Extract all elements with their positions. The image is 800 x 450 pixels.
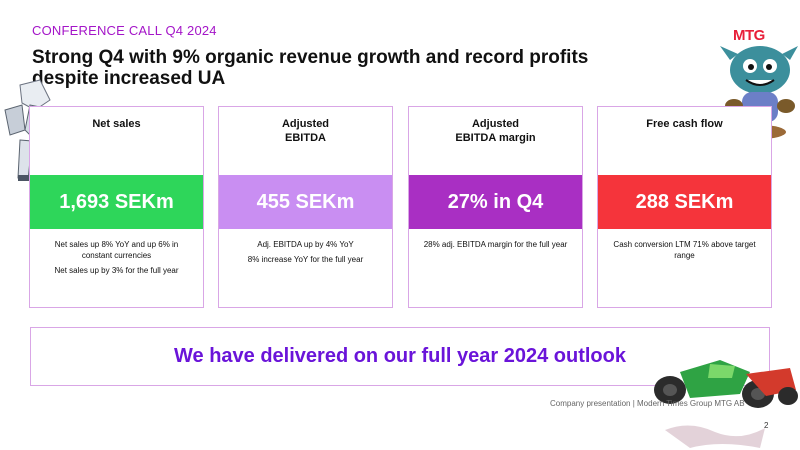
footer-text: Company presentation | Modern Times Grou… bbox=[550, 399, 745, 408]
kpi-note: Adj. EBITDA up by 4% YoY bbox=[257, 240, 354, 249]
splash-decoration bbox=[665, 425, 765, 448]
outlook-banner: We have delivered on our full year 2024 … bbox=[30, 327, 770, 386]
kpi-note: 8% increase YoY for the full year bbox=[247, 255, 364, 264]
eyebrow-title: CONFERENCE CALL Q4 2024 bbox=[32, 23, 217, 38]
outlook-text: We have delivered on our full year 2024 … bbox=[174, 345, 626, 367]
kpi-notes: Adj. EBITDA up by 4% YoY 8% increase YoY… bbox=[229, 239, 382, 269]
kpi-card-title: Free cash flow bbox=[646, 118, 723, 130]
kpi-card-net-sales: Net sales 1,693 SEKm Net sales up 8% YoY… bbox=[29, 106, 204, 308]
page-title: Strong Q4 with 9% organic revenue growth… bbox=[32, 47, 589, 89]
kpi-notes: 28% adj. EBITDA margin for the full year bbox=[419, 239, 572, 254]
kpi-value: 455 SEKm bbox=[219, 175, 392, 229]
kpi-value: 27% in Q4 bbox=[409, 175, 582, 229]
mtg-logo: MTG bbox=[733, 27, 765, 44]
kpi-notes: Cash conversion LTM 71% above target ran… bbox=[608, 239, 761, 265]
kpi-card-adjusted-ebitda-margin: Adjusted EBITDA margin 27% in Q4 28% adj… bbox=[408, 106, 583, 308]
kpi-value: 288 SEKm bbox=[598, 175, 771, 229]
kpi-card-title: Adjusted EBITDA bbox=[281, 118, 330, 144]
kpi-card-free-cash-flow: Free cash flow 288 SEKm Cash conversion … bbox=[597, 106, 772, 308]
kpi-note: Net sales up 8% YoY and up 6% in constan… bbox=[54, 240, 179, 260]
kpi-card-title: Adjusted EBITDA margin bbox=[455, 118, 536, 144]
kpi-card-adjusted-ebitda: Adjusted EBITDA 455 SEKm Adj. EBITDA up … bbox=[218, 106, 393, 308]
kpi-notes: Net sales up 8% YoY and up 6% in constan… bbox=[40, 239, 193, 280]
kpi-value: 1,693 SEKm bbox=[30, 175, 203, 229]
kpi-note: Net sales up by 3% for the full year bbox=[54, 266, 179, 275]
kpi-note: 28% adj. EBITDA margin for the full year bbox=[423, 240, 568, 249]
page-number: 2 bbox=[764, 421, 769, 430]
kpi-card-title: Net sales bbox=[92, 118, 141, 130]
race-car-illustration bbox=[654, 360, 798, 408]
kpi-note: Cash conversion LTM 71% above target ran… bbox=[613, 240, 756, 260]
